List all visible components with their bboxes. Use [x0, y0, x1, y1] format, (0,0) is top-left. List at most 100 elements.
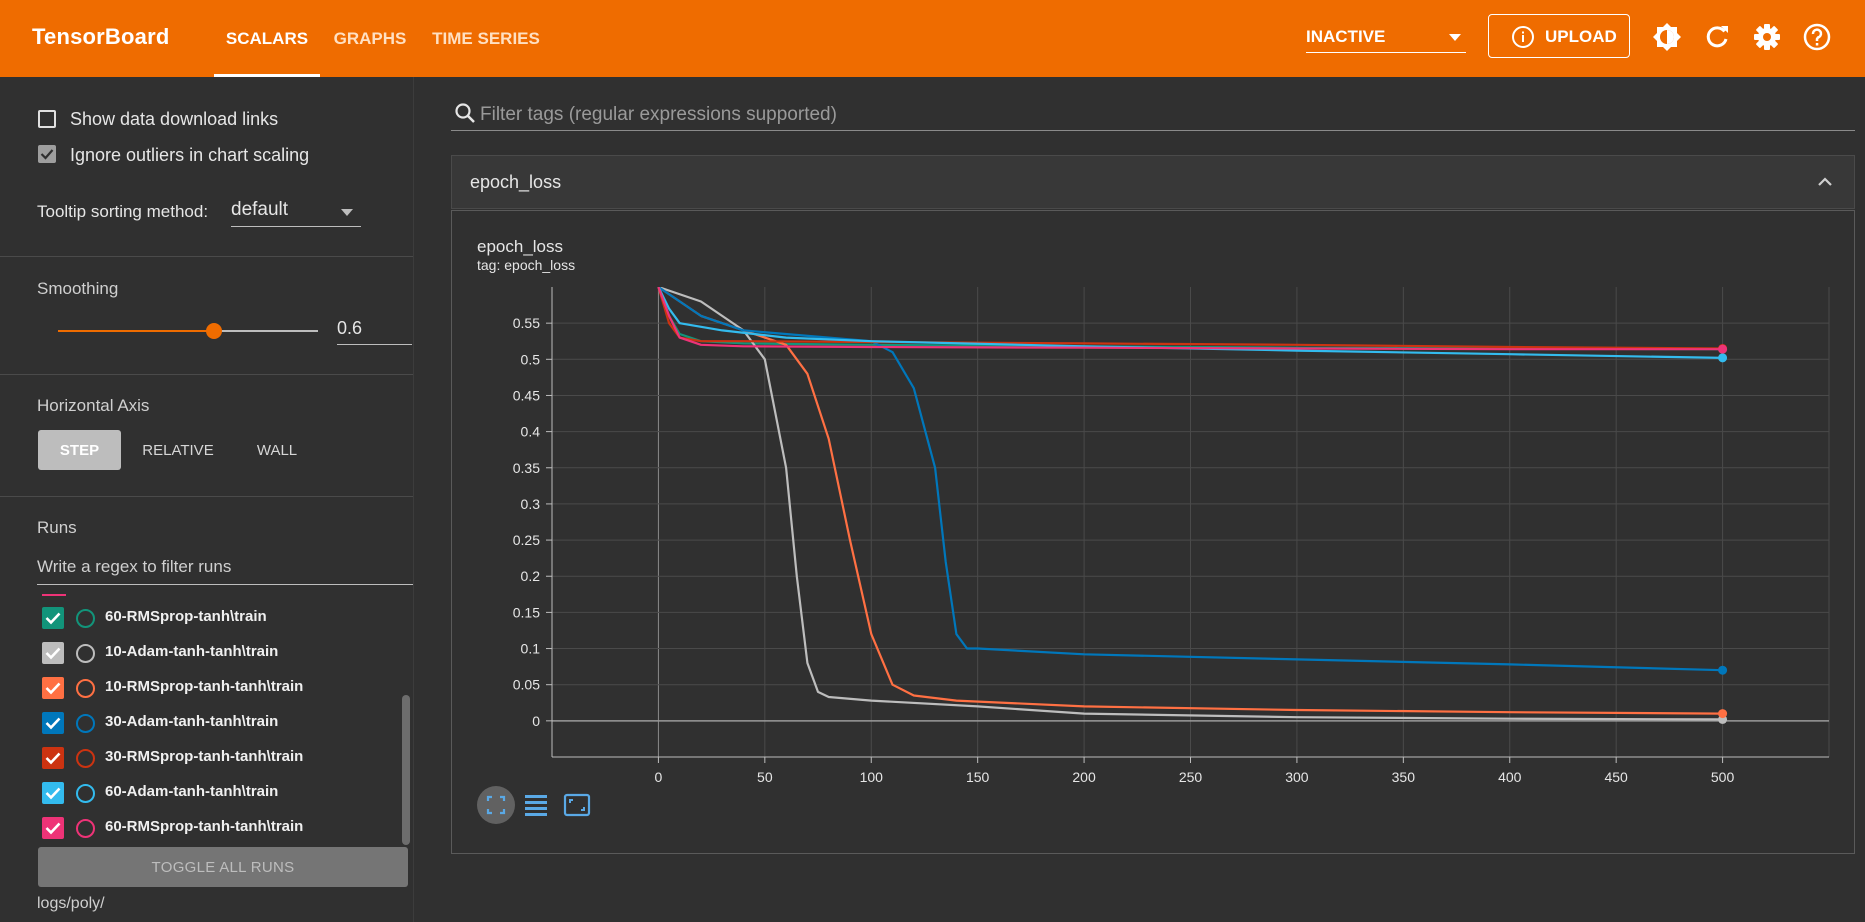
top-app-bar: TensorBoard SCALARS GRAPHS TIME SERIES I… [0, 0, 1865, 77]
run-row[interactable]: 10-RMSprop-tanh-tanh\train [0, 670, 400, 705]
reload-icon[interactable] [1700, 20, 1734, 54]
x-tick-label: 200 [1072, 769, 1096, 785]
smoothing-slider-thumb[interactable] [206, 323, 222, 339]
run-row[interactable]: 60-Adam-tanh-tanh\train [0, 775, 400, 810]
x-tick-label: 250 [1179, 769, 1203, 785]
run-color-swatch[interactable] [76, 749, 95, 768]
series-line-2 [657, 287, 1723, 715]
divider [0, 496, 413, 497]
axis-step-button[interactable]: STEP [38, 430, 121, 470]
y-tick-label: 0.2 [521, 568, 541, 584]
run-checkbox[interactable] [42, 817, 64, 839]
x-tick-label: 50 [757, 769, 773, 785]
x-tick-label: 450 [1604, 769, 1628, 785]
show-download-links-label: Show data download links [70, 109, 279, 129]
y-tick-label: 0.1 [521, 641, 541, 657]
ignore-outliers-checkbox[interactable] [38, 145, 56, 163]
run-checkbox[interactable] [42, 712, 64, 734]
dashboard-select[interactable]: INACTIVE [1306, 22, 1466, 53]
run-label: 30-Adam-tanh-tanh\train [105, 713, 279, 730]
run-row[interactable]: 30-Adam-tanh-tanh\train [0, 705, 400, 740]
run-color-swatch[interactable] [76, 819, 95, 838]
y-tick-label: 0.25 [513, 532, 540, 548]
run-checkbox[interactable] [42, 782, 64, 804]
run-color-swatch[interactable] [76, 609, 95, 628]
run-label: 60-RMSprop-tanh\train [105, 608, 267, 625]
axis-relative-button[interactable]: RELATIVE [142, 441, 214, 459]
y-tick-label: 0.3 [521, 496, 541, 512]
run-row[interactable]: 30-RMSprop-tanh-tanh\train [0, 740, 400, 775]
settings-icon[interactable] [1750, 20, 1784, 54]
y-tick-label: 0.35 [513, 460, 540, 476]
run-color-swatch[interactable] [76, 784, 95, 803]
run-row[interactable]: 10-Adam-tanh-tanh\train [0, 635, 400, 670]
chart-card: epoch_loss tag: epoch_loss [451, 210, 1855, 854]
fit-domain-icon[interactable] [477, 786, 515, 824]
check-icon [45, 752, 61, 765]
runs-filter-input[interactable]: Write a regex to filter runs [37, 554, 413, 585]
run-row[interactable]: 60-RMSprop-tanh-tanh\train [0, 810, 400, 845]
run-label: 10-RMSprop-tanh-tanh\train [105, 678, 304, 695]
run-label: 30-RMSprop-tanh-tanh\train [105, 748, 304, 765]
check-icon [45, 647, 61, 660]
show-download-links-checkbox[interactable] [38, 110, 56, 128]
run-label: 10-Adam-tanh-tanh\train [105, 643, 279, 660]
runs-label: Runs [37, 518, 77, 537]
toggle-all-runs-button[interactable]: TOGGLE ALL RUNS [38, 847, 408, 887]
card-header-epoch-loss[interactable]: epoch_loss [451, 155, 1855, 209]
x-tick-label: 400 [1498, 769, 1522, 785]
theme-toggle-icon[interactable] [1650, 20, 1684, 54]
smoothing-input[interactable]: 0.6 [337, 316, 412, 345]
tab-time-series[interactable]: TIME SERIES [432, 28, 540, 48]
dashboard-select-value: INACTIVE [1306, 27, 1386, 46]
chart-subtitle: tag: epoch_loss [477, 257, 576, 273]
series-endpoint-2 [1718, 709, 1728, 719]
run-label: 60-RMSprop-tanh-tanh\train [105, 818, 304, 835]
series-line-1 [658, 287, 1723, 721]
horizontal-axis-label: Horizontal Axis [37, 396, 150, 415]
run-checkbox[interactable] [42, 747, 64, 769]
check-icon [45, 717, 61, 730]
smoothing-label: Smoothing [37, 279, 119, 298]
y-tick-label: 0.5 [521, 351, 541, 367]
chevron-up-icon[interactable] [1815, 172, 1835, 197]
scrolled-run-edge [42, 594, 66, 596]
tab-scalars[interactable]: SCALARS [225, 28, 309, 48]
y-tick-label: 0.4 [521, 424, 541, 440]
run-color-swatch[interactable] [76, 644, 95, 663]
tooltip-sorting-select[interactable]: default [231, 196, 361, 227]
run-checkbox[interactable] [42, 642, 64, 664]
x-tick-label: 150 [966, 769, 990, 785]
card-title: epoch_loss [470, 172, 562, 192]
run-color-swatch[interactable] [76, 714, 95, 733]
y-tick-label: 0.15 [513, 604, 540, 620]
logdir-label: logs/poly/ [37, 895, 105, 912]
tab-graphs[interactable]: GRAPHS [333, 28, 407, 48]
tag-filter-placeholder: Filter tags (regular expressions support… [480, 104, 837, 125]
data-table-icon[interactable] [518, 786, 556, 824]
x-tick-label: 350 [1392, 769, 1416, 785]
chevron-down-icon [341, 209, 353, 216]
axis-wall-button[interactable]: WALL [256, 441, 298, 459]
upload-button[interactable]: UPLOAD [1488, 14, 1630, 58]
run-checkbox[interactable] [42, 677, 64, 699]
series-endpoint-5 [1718, 353, 1728, 363]
expand-chart-icon[interactable] [558, 786, 596, 824]
tag-filter-input[interactable]: Filter tags (regular expressions support… [451, 96, 1855, 131]
divider [0, 374, 413, 375]
app-brand[interactable]: TensorBoard [32, 24, 170, 49]
help-icon[interactable] [1800, 20, 1834, 54]
divider [0, 256, 413, 257]
series-line-6 [657, 287, 1723, 351]
series-endpoint-6 [1718, 344, 1728, 354]
check-icon [45, 787, 61, 800]
search-icon [454, 102, 476, 129]
runs-filter-placeholder: Write a regex to filter runs [37, 557, 232, 576]
y-tick-label: 0.45 [513, 387, 540, 403]
runs-scrollbar[interactable] [402, 695, 410, 845]
run-row[interactable]: 60-RMSprop-tanh\train [0, 600, 400, 635]
run-checkbox[interactable] [42, 607, 64, 629]
active-tab-indicator [214, 74, 320, 77]
run-color-swatch[interactable] [76, 679, 95, 698]
